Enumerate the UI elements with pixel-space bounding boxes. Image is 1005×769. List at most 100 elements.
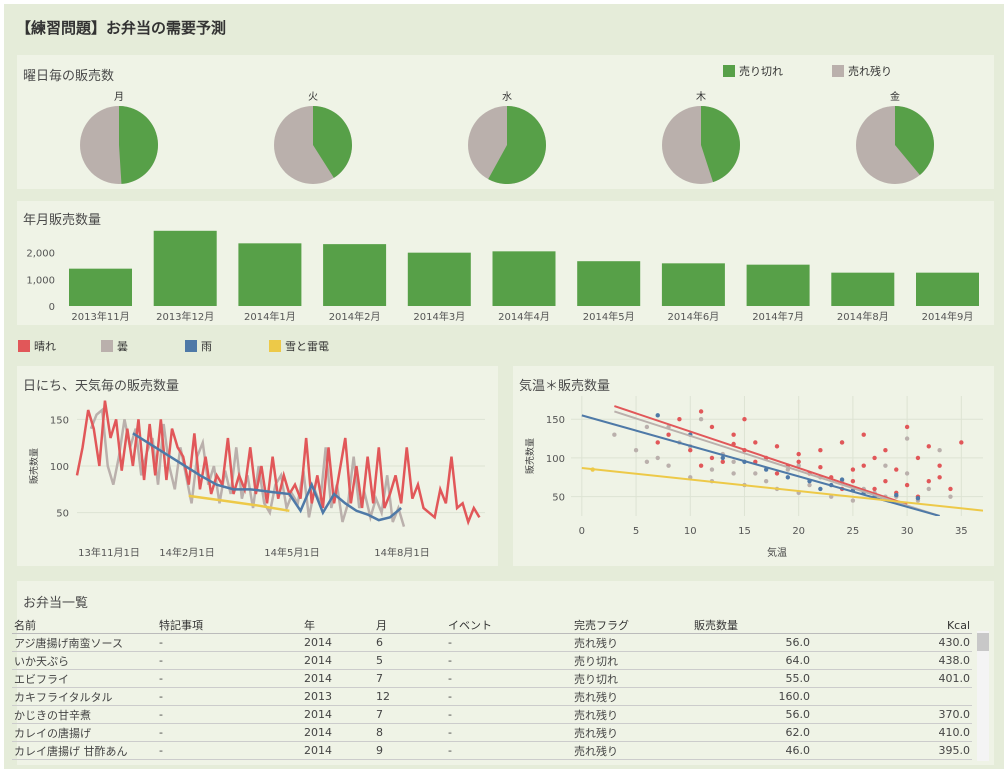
scatter-point[interactable] xyxy=(904,424,910,430)
scatter-point[interactable] xyxy=(959,440,964,445)
scatter-point[interactable] xyxy=(774,471,780,476)
pie-slice-soldout[interactable] xyxy=(701,106,740,183)
scatter-point[interactable] xyxy=(883,478,888,484)
scatter-point[interactable] xyxy=(677,417,682,422)
scatter-point[interactable] xyxy=(633,447,639,453)
table-row[interactable]: カレイの唐揚げ -2014 8- 売れ残り 62.0 410.0 xyxy=(12,723,972,742)
scatter-point[interactable] xyxy=(720,455,725,461)
scatter-point[interactable] xyxy=(904,436,910,441)
scatter-point[interactable] xyxy=(926,444,931,449)
bar[interactable] xyxy=(407,252,471,306)
line-series-rain[interactable] xyxy=(132,432,402,522)
table-row[interactable]: カキフライタルタル -2013 12- 売れ残り 160.0 xyxy=(12,687,972,706)
scatter-point[interactable] xyxy=(948,494,953,499)
scatter-point[interactable] xyxy=(720,459,725,465)
scatter-point[interactable] xyxy=(796,459,801,465)
scatter-point[interactable] xyxy=(915,495,921,501)
line-series-snow[interactable] xyxy=(188,494,290,513)
scatter-point[interactable] xyxy=(753,471,758,476)
pie-slice-soldout[interactable] xyxy=(488,106,546,184)
bar[interactable] xyxy=(577,261,641,306)
scatter-point[interactable] xyxy=(904,482,910,488)
scatter-point[interactable] xyxy=(818,447,823,453)
scatter-point[interactable] xyxy=(731,459,736,465)
scatter-point[interactable] xyxy=(698,417,704,422)
scatter-point[interactable] xyxy=(937,463,942,468)
scatter-point[interactable] xyxy=(926,478,931,484)
table-row[interactable]: エビフライ -2014 7- 売り切れ 55.0 401.0 xyxy=(12,669,972,688)
scatter-point[interactable] xyxy=(709,455,715,461)
scatter-point[interactable] xyxy=(850,498,856,503)
bar[interactable] xyxy=(153,230,217,306)
scatter-point[interactable] xyxy=(655,455,660,461)
scatter-point[interactable] xyxy=(818,486,823,492)
scatter-point[interactable] xyxy=(872,455,877,461)
scrollbar-thumb[interactable] xyxy=(977,633,989,651)
line-series-sunny[interactable] xyxy=(75,400,481,526)
weather-legend-cloudy[interactable]: 曇 xyxy=(101,338,128,354)
table-row[interactable]: カレイ唐揚げ 甘酢あん -2014 9- 売れ残り 46.0 395.0 xyxy=(12,741,972,760)
scatter-point[interactable] xyxy=(883,447,888,453)
table-row[interactable]: いか天ぷら -2014 5- 売り切れ 64.0 438.0 xyxy=(12,651,972,670)
scatter-point[interactable] xyxy=(644,459,650,465)
scatter-point[interactable] xyxy=(948,486,953,492)
trend-line[interactable] xyxy=(581,467,983,512)
scatter-point[interactable] xyxy=(655,440,660,445)
pie-legend-soldout[interactable]: 売り切れ xyxy=(723,63,783,79)
scatter-point[interactable] xyxy=(612,432,617,437)
scatter-point[interactable] xyxy=(839,440,845,445)
scatter-point[interactable] xyxy=(872,486,877,492)
scatter-point[interactable] xyxy=(731,432,736,437)
col-header[interactable]: 年 xyxy=(302,617,374,634)
scatter-point[interactable] xyxy=(753,440,758,445)
scatter-point[interactable] xyxy=(655,413,660,418)
table-row[interactable]: アジ唐揚げ南蛮ソース -2014 6- 売れ残り 56.0 430.0 xyxy=(12,633,972,652)
scatter-point[interactable] xyxy=(937,447,942,453)
col-header[interactable]: Kcal xyxy=(812,617,972,634)
col-header[interactable]: 名前 xyxy=(12,617,157,634)
col-header[interactable]: イベント xyxy=(446,617,572,634)
pie-legend-left[interactable]: 売れ残り xyxy=(832,63,892,79)
trend-line[interactable] xyxy=(614,410,940,516)
col-header[interactable]: 完売フラグ xyxy=(572,617,692,634)
scatter-point[interactable] xyxy=(742,417,747,422)
bar[interactable] xyxy=(916,272,979,306)
scatter-point[interactable] xyxy=(807,482,812,488)
scatter-point[interactable] xyxy=(818,465,823,470)
weather-legend-rain[interactable]: 雨 xyxy=(185,338,212,354)
scatter-point[interactable] xyxy=(763,478,769,484)
weather-legend-sunny[interactable]: 晴れ xyxy=(18,338,56,354)
scatter-point[interactable] xyxy=(904,471,910,476)
scatter-point[interactable] xyxy=(861,463,866,468)
bar[interactable] xyxy=(492,251,556,306)
scatter-point[interactable] xyxy=(698,463,704,468)
scatter-point[interactable] xyxy=(731,471,736,476)
weather-legend-snow[interactable]: 雪と雷電 xyxy=(269,338,329,354)
bar[interactable] xyxy=(661,263,725,306)
col-header[interactable]: 特記事項 xyxy=(157,617,302,634)
scatter-point[interactable] xyxy=(861,432,866,437)
scatter-point[interactable] xyxy=(915,455,921,461)
scatter-point[interactable] xyxy=(850,467,856,472)
col-header[interactable]: 月 xyxy=(374,617,446,634)
scatter-point[interactable] xyxy=(709,467,715,472)
scatter-point[interactable] xyxy=(926,486,931,492)
col-header[interactable]: 販売数量 xyxy=(692,617,812,634)
bar[interactable] xyxy=(323,244,387,306)
scatter-point[interactable] xyxy=(709,424,715,430)
pie-slice-soldout[interactable] xyxy=(313,106,352,178)
scatter-point[interactable] xyxy=(894,492,899,498)
bar[interactable] xyxy=(69,268,132,306)
scatter-point[interactable] xyxy=(666,432,671,437)
pie-slice-soldout[interactable] xyxy=(119,106,159,184)
scatter-point[interactable] xyxy=(666,463,671,468)
scatter-point[interactable] xyxy=(850,478,856,484)
scatter-point[interactable] xyxy=(937,475,942,480)
scatter-point[interactable] xyxy=(894,467,899,472)
bar[interactable] xyxy=(831,272,895,306)
scatter-point[interactable] xyxy=(785,475,791,480)
scatter-point[interactable] xyxy=(698,409,704,414)
scatter-point[interactable] xyxy=(839,477,845,482)
trend-line[interactable] xyxy=(614,405,908,506)
bar[interactable] xyxy=(238,243,302,306)
